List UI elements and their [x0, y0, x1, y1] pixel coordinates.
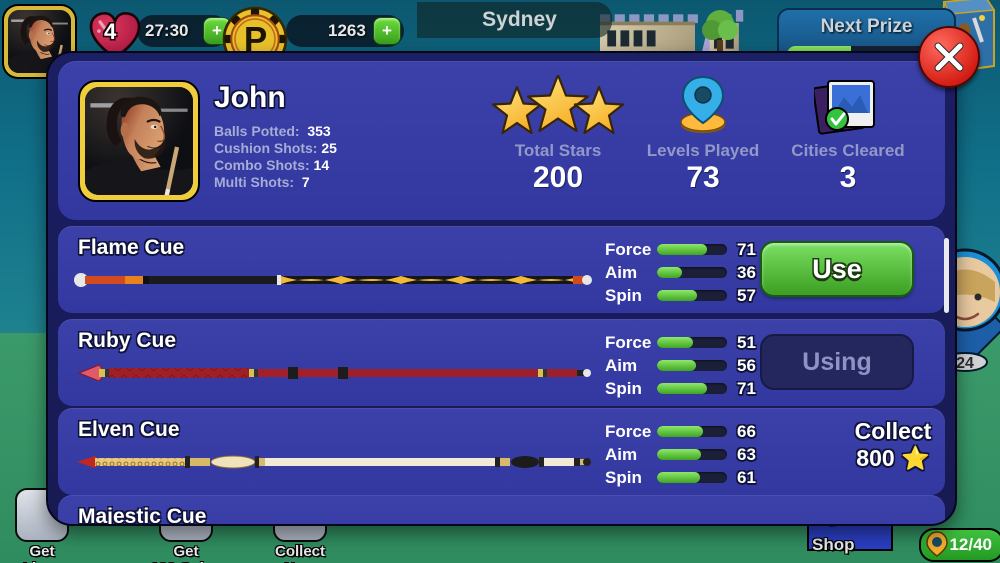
svg-text:24: 24 [956, 355, 974, 372]
